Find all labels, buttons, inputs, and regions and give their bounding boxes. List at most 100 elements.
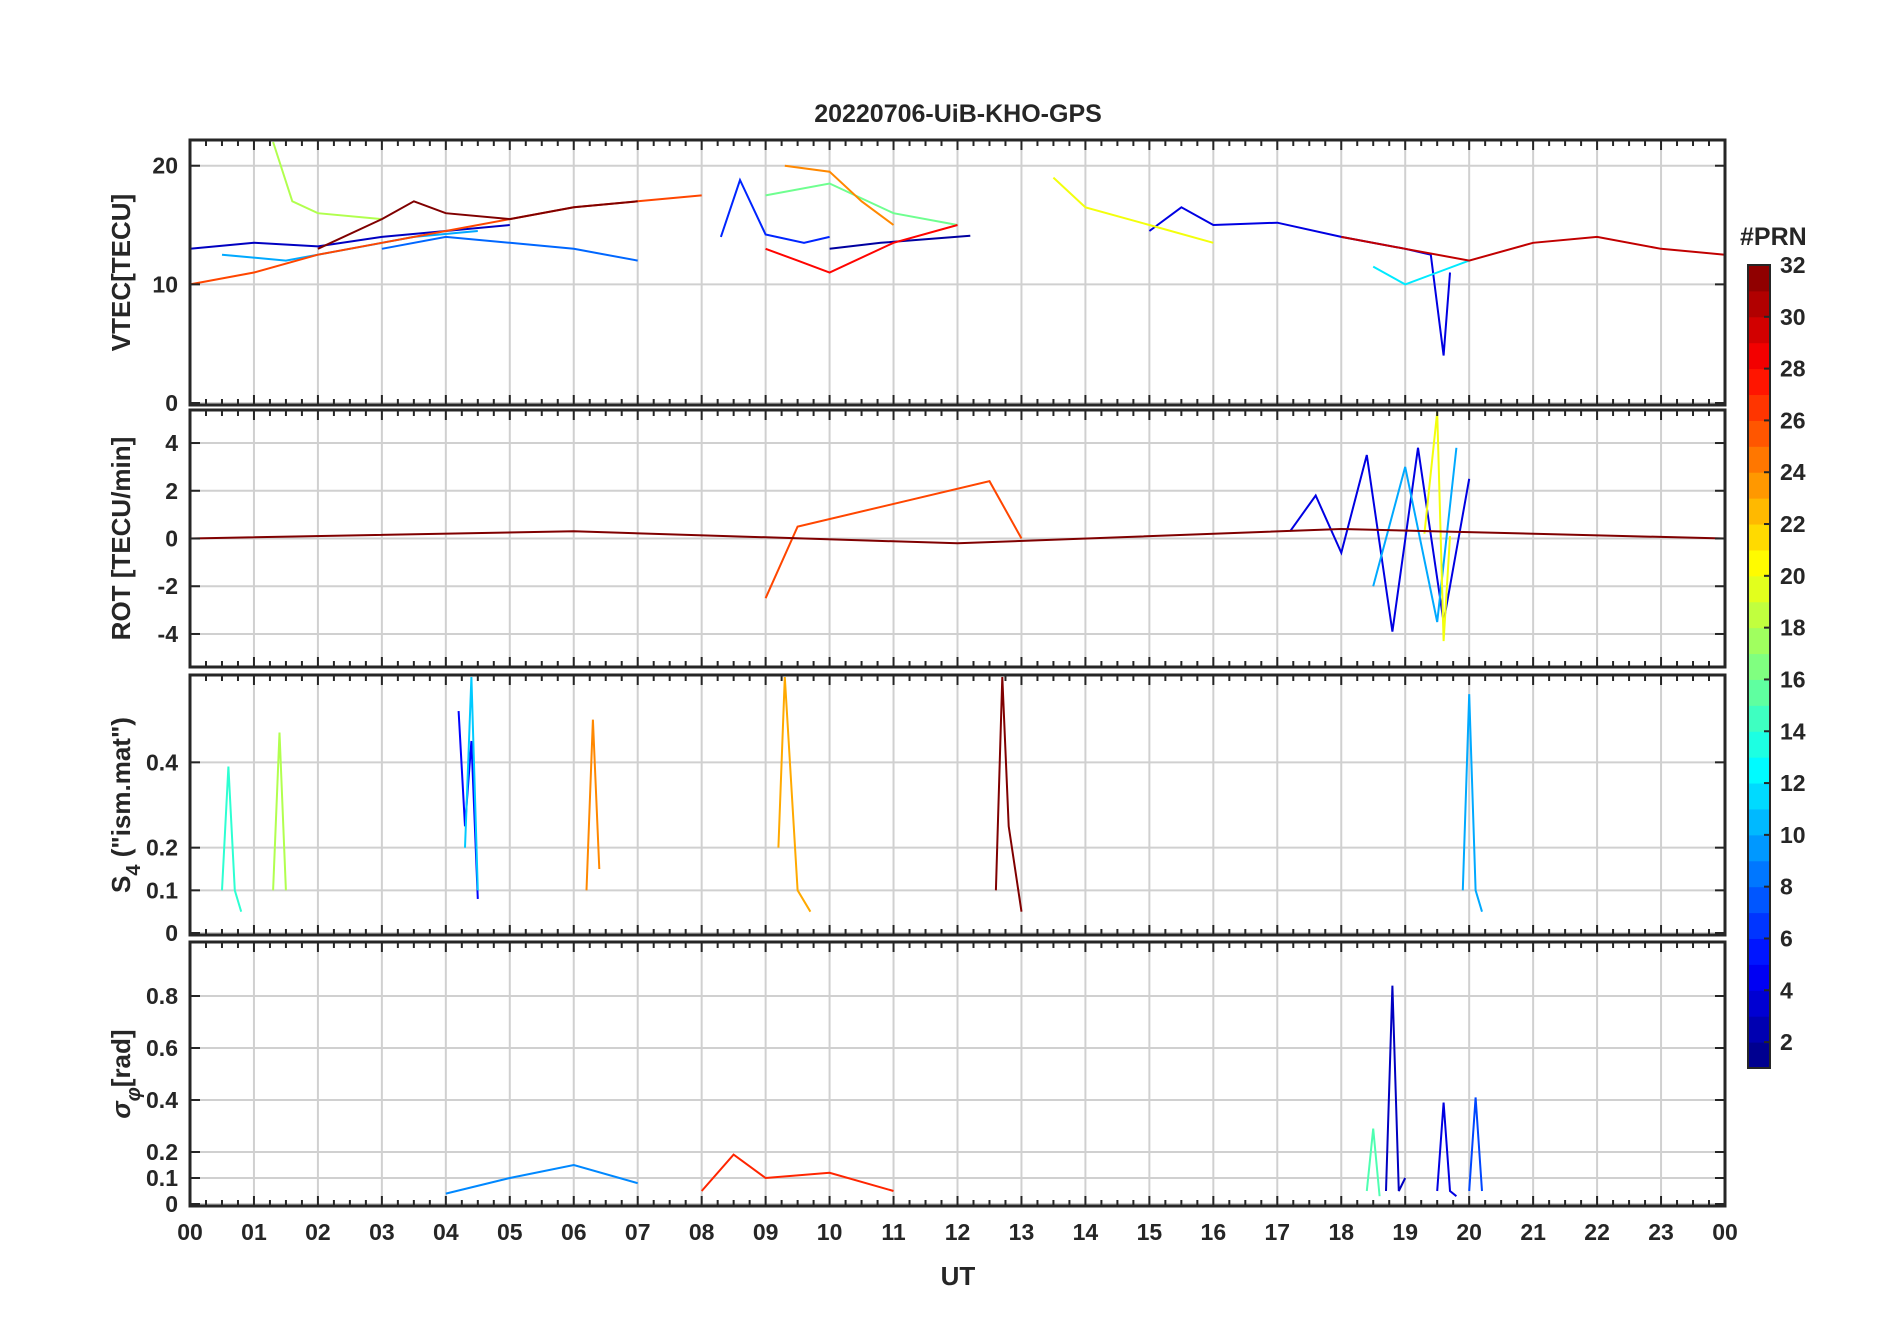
y-axis-title-rot: ROT [TECU/min] [106, 437, 136, 641]
y-tick-label: 0 [165, 526, 178, 552]
series-prn-14 [221, 766, 243, 912]
colorbar-title: #PRN [1740, 223, 1807, 251]
colorbar-segment [1748, 886, 1770, 914]
x-tick-label: 15 [1137, 1219, 1163, 1245]
series-prn-24 [585, 719, 601, 891]
colorbar-segment [1748, 575, 1770, 603]
colorbar-tick-label: 6 [1780, 925, 1793, 951]
colorbar-tick-label: 8 [1780, 874, 1793, 900]
panel-rot: -4 -2 0 2 4 ROT [TECU/min] [106, 408, 1727, 669]
y-tick-label: 0.2 [146, 835, 178, 861]
colorbar-segment [1748, 549, 1770, 577]
series-prn-27 [700, 1153, 894, 1192]
y-tick-label: 0.1 [146, 1165, 178, 1191]
colorbar-segment [1748, 731, 1770, 758]
series-prn-12 [1372, 259, 1470, 286]
colorbar-tick-label: 30 [1780, 304, 1806, 330]
series-prn-18 [272, 141, 382, 221]
y-axis-title-subscript: φ [123, 1087, 145, 1101]
y-tick-label: 0.4 [146, 1087, 178, 1113]
x-tick-label: 17 [1264, 1219, 1290, 1245]
series-prn-30 [1341, 235, 1726, 262]
y-tick-label: 4 [165, 430, 178, 456]
series-prn-18 [272, 732, 287, 891]
y-axis-title-rest: ("ism.mat") [106, 717, 136, 864]
x-tick-label: 21 [1520, 1219, 1546, 1245]
colorbar-segment [1748, 342, 1770, 370]
colorbar-segment [1748, 757, 1770, 784]
x-tick-label: 03 [369, 1219, 395, 1245]
series-prn-9 [445, 1163, 638, 1195]
series-prn-10 [1461, 694, 1483, 912]
colorbar-segment [1748, 912, 1770, 939]
series-prn-28 [765, 224, 958, 274]
x-tick-label: 12 [945, 1219, 971, 1245]
colorbar-segment [1748, 601, 1770, 629]
figure-title: 20220706-UiB-KHO-GPS [814, 100, 1102, 128]
colorbar-segment [1748, 498, 1770, 525]
colorbar-tick-label: 16 [1780, 666, 1806, 692]
colorbar-segment [1748, 1016, 1770, 1043]
colorbar-segment [1748, 265, 1770, 292]
x-tick-label: 00 [1712, 1219, 1738, 1245]
colorbar-tick-label: 2 [1780, 1029, 1793, 1055]
colorbar-segment [1748, 705, 1770, 732]
series-prn-4 [1289, 447, 1471, 632]
colorbar-segment [1748, 834, 1770, 862]
colorbar-segment [1748, 394, 1770, 421]
y-axis-title-sigma: σφ[rad] [106, 1029, 145, 1118]
x-tick-label: 05 [497, 1219, 523, 1245]
colorbar-segment [1748, 783, 1770, 810]
series-prn-4 [1436, 1102, 1458, 1197]
series-prn-32 [317, 200, 638, 250]
y-tick-label: 0 [165, 390, 178, 416]
x-tick-label: 20 [1456, 1219, 1482, 1245]
x-tick-label: 00 [177, 1219, 203, 1245]
colorbar-tick-label: 12 [1780, 770, 1806, 796]
colorbar-segment [1748, 368, 1770, 396]
y-axis-title-rest: [rad] [106, 1029, 136, 1087]
x-tick-label: 01 [241, 1219, 267, 1245]
colorbar-segment [1748, 653, 1770, 680]
colorbar-tick-label: 4 [1780, 977, 1793, 1003]
panel-frame [188, 940, 1727, 1208]
colorbar-segment [1748, 446, 1770, 473]
colorbar-segment [1748, 472, 1770, 499]
x-tick-label: 14 [1073, 1219, 1099, 1245]
y-tick-label: 20 [152, 153, 178, 179]
x-tick-label: 13 [1009, 1219, 1035, 1245]
y-tick-label: 0.1 [146, 877, 178, 903]
panel-s4: 00.10.20.4S4 ("ism.mat") [106, 673, 1727, 946]
series-prn-11 [464, 676, 479, 891]
series-prn-24 [784, 164, 895, 226]
colorbar-tick-label: 22 [1780, 511, 1806, 537]
y-tick-label: -2 [158, 573, 178, 599]
colorbar-segment [1748, 524, 1770, 551]
colorbar-segment [1748, 808, 1770, 836]
series-prn-8 [381, 235, 638, 262]
x-tick-label: 08 [689, 1219, 715, 1245]
y-tick-label: 0.2 [146, 1139, 178, 1165]
colorbar-tick-label: 28 [1780, 356, 1806, 382]
colorbar-tick-label: 26 [1780, 407, 1806, 433]
x-tick-label: 16 [1201, 1219, 1227, 1245]
panel-frame [188, 673, 1727, 937]
y-axis-title-main: σ [106, 1100, 136, 1119]
x-tick-label: 07 [625, 1219, 651, 1245]
colorbar-frame [1747, 264, 1771, 1069]
series-prn-26 [764, 480, 1023, 599]
colorbar-segment [1748, 938, 1770, 965]
y-axis-title-s4: S4 ("ism.mat") [106, 717, 145, 893]
series-prn-20 [1423, 411, 1451, 642]
y-axis-title-subscript: 4 [123, 864, 145, 876]
series-prn-23 [777, 676, 812, 913]
panel-vtec: 0 10 20 VTEC[TECU] [106, 138, 1727, 416]
colorbar-tick-label: 10 [1780, 822, 1806, 848]
colorbar-tick-label: 14 [1780, 718, 1806, 744]
y-tick-label: 0 [165, 1191, 178, 1217]
colorbar-tick-label: 20 [1780, 563, 1806, 589]
series-prn-10 [1372, 447, 1458, 623]
panel-sigma: 00.10.20.40.60.8σφ[rad] [106, 940, 1727, 1217]
x-tick-label: 23 [1648, 1219, 1674, 1245]
